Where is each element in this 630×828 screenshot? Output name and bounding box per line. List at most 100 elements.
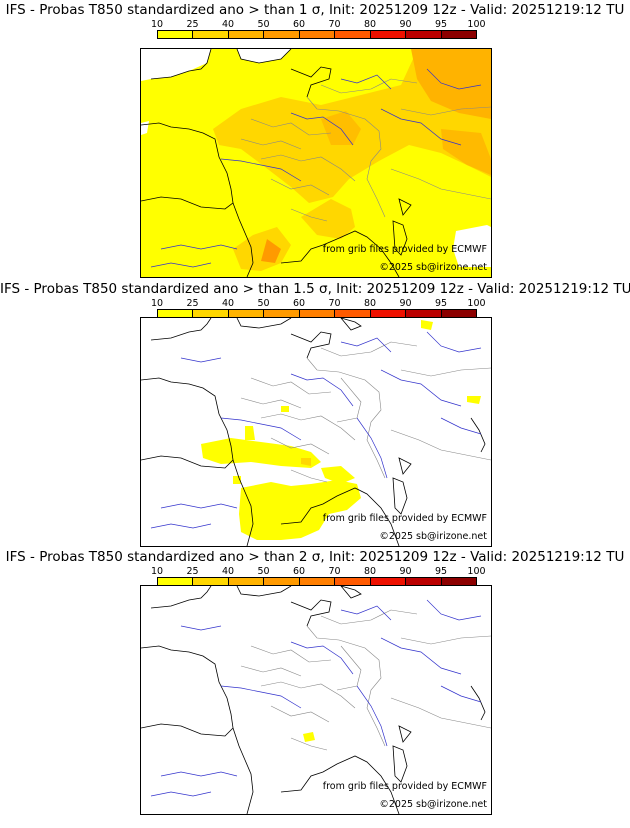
copyright-credit: ©2025 sb@irizone.net [379, 799, 487, 810]
coastline [141, 318, 486, 546]
admin-borders [240, 78, 491, 222]
probability-field-yellow [467, 396, 481, 404]
colorbar-swatch [228, 578, 265, 585]
rivers [150, 68, 482, 268]
coastline [141, 586, 486, 814]
colorbar-label: 100 [467, 298, 486, 309]
probability-map: from grib files provided by ECMWF ©2025 … [140, 585, 492, 815]
probability-field-gold [301, 199, 355, 239]
colorbar-legend: 10 25 40 50 60 70 80 90 95 100 [151, 298, 486, 320]
admin-borders [240, 609, 491, 751]
probability-field-yellow [421, 320, 433, 330]
colorbar-label: 95 [434, 566, 448, 577]
colorbar-swatch [193, 31, 229, 38]
colorbar-labels: 10 25 40 50 60 70 80 90 95 100 [151, 19, 486, 30]
colorbar-swatch [299, 310, 336, 317]
probability-field-orange [321, 111, 361, 145]
colorbar-swatch [406, 31, 442, 38]
probability-field-yellow [239, 480, 361, 540]
panel-sigma-1: IFS - Probas T850 standardized ano > tha… [0, 2, 630, 278]
admin-borders [240, 341, 491, 483]
sea-area [453, 225, 491, 267]
colorbar-swatch [335, 310, 371, 317]
colorbar-label: 60 [292, 566, 306, 577]
probability-map: from grib files provided by ECMWF ©2025 … [140, 317, 492, 547]
coastline [141, 49, 412, 277]
probability-field-gold [233, 227, 291, 271]
colorbar-swatches [157, 30, 477, 39]
colorbar-label: 10 [150, 566, 164, 577]
colorbar-label: 70 [328, 298, 341, 309]
sea-area [141, 49, 211, 81]
colorbar-swatch [193, 310, 229, 317]
colorbar-swatch [441, 578, 476, 585]
colorbar-swatch [335, 31, 371, 38]
colorbar-label: 90 [399, 19, 412, 30]
colorbar-label: 80 [363, 19, 377, 30]
colorbar-label: 50 [257, 19, 270, 30]
colorbar-swatch [406, 578, 442, 585]
colorbar-label: 60 [292, 19, 306, 30]
colorbar-swatch [370, 578, 407, 585]
colorbar-swatch [299, 578, 336, 585]
colorbar-label: 70 [328, 19, 341, 30]
colorbar-swatch [264, 310, 300, 317]
rivers [150, 331, 482, 529]
colorbar-swatch [335, 578, 371, 585]
colorbar-label: 40 [221, 298, 235, 309]
colorbar-label: 40 [221, 566, 235, 577]
probability-map: from grib files provided by ECMWF ©2025 … [140, 48, 492, 278]
map-title: IFS - Probas T850 standardized ano > tha… [0, 281, 630, 297]
panel-sigma-2: IFS - Probas T850 standardized ano > tha… [0, 549, 630, 819]
colorbar-label: 95 [434, 19, 448, 30]
colorbar-label: 60 [292, 298, 306, 309]
map-background [141, 586, 491, 814]
colorbar-label: 100 [467, 19, 486, 30]
colorbar-swatch [370, 31, 407, 38]
colorbar-swatch [264, 578, 300, 585]
colorbar-labels: 10 25 40 50 60 70 80 90 95 100 [151, 298, 486, 309]
colorbar-label: 25 [186, 566, 199, 577]
colorbar-label: 10 [150, 19, 164, 30]
colorbar-label: 100 [467, 566, 486, 577]
colorbar-label: 10 [150, 298, 164, 309]
probability-field-orange [411, 49, 491, 119]
colorbar-label: 70 [328, 566, 341, 577]
copyright-credit: ©2025 sb@irizone.net [379, 531, 487, 542]
source-credit: from grib files provided by ECMWF [322, 513, 487, 524]
copyright-credit: ©2025 sb@irizone.net [379, 262, 487, 273]
colorbar-swatch [158, 31, 194, 38]
colorbar-swatch [370, 310, 407, 317]
colorbar-label: 25 [186, 19, 199, 30]
colorbar-label: 40 [221, 19, 235, 30]
map-canvas [141, 586, 491, 814]
colorbar-swatch [264, 31, 300, 38]
colorbar-labels: 10 25 40 50 60 70 80 90 95 100 [151, 566, 486, 577]
colorbar-swatch [299, 31, 336, 38]
map-title: IFS - Probas T850 standardized ano > tha… [5, 2, 625, 18]
rivers [150, 599, 482, 797]
colorbar-swatch [158, 310, 194, 317]
colorbar-swatch [441, 31, 476, 38]
colorbar-label: 25 [186, 298, 199, 309]
probability-field-yellow [303, 732, 315, 742]
probability-field-yellow [321, 466, 355, 484]
colorbar-label: 50 [257, 566, 270, 577]
colorbar-legend: 10 25 40 50 60 70 80 90 95 100 [151, 19, 486, 41]
map-canvas [141, 318, 491, 546]
source-credit: from grib files provided by ECMWF [322, 244, 487, 255]
colorbar-swatch [193, 578, 229, 585]
colorbar-label: 90 [399, 298, 412, 309]
map-canvas [141, 49, 491, 277]
source-credit: from grib files provided by ECMWF [322, 781, 487, 792]
probability-field-darkorange [261, 239, 281, 263]
colorbar-swatch [406, 310, 442, 317]
probability-field-gold [301, 458, 311, 466]
probability-field-yellow [281, 406, 289, 412]
colorbar-swatch [441, 310, 476, 317]
colorbar-label: 80 [363, 566, 377, 577]
probability-field-yellow [245, 426, 255, 440]
probability-field-orange [441, 129, 491, 175]
colorbar-label: 50 [257, 298, 270, 309]
panel-sigma-1-5: IFS - Probas T850 standardized ano > tha… [0, 281, 630, 551]
